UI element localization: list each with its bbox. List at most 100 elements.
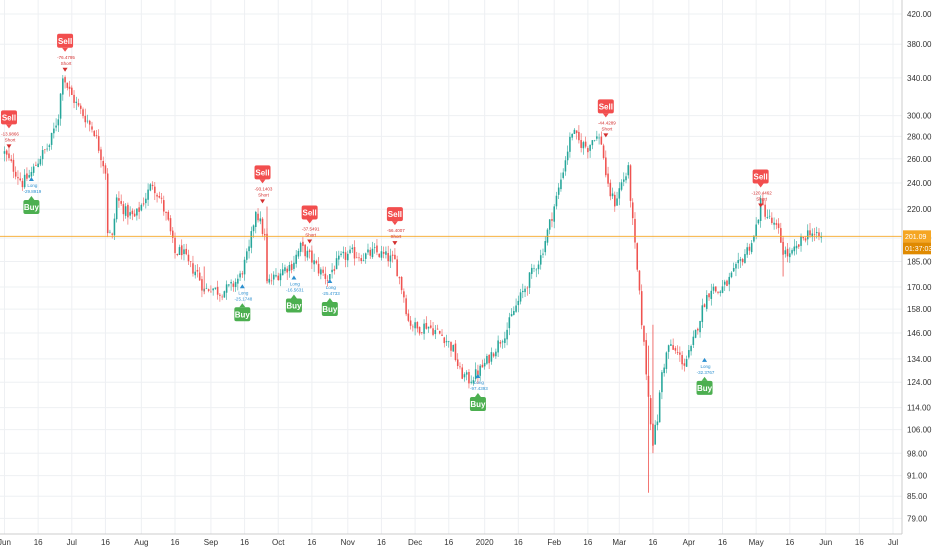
candle-body xyxy=(219,294,221,296)
sell-badge xyxy=(57,33,74,48)
candle-body xyxy=(77,103,80,106)
candle-body xyxy=(225,284,228,293)
buy-arrow-marker xyxy=(702,357,708,362)
buy-badge-pointer xyxy=(474,393,481,398)
candle-body xyxy=(73,94,75,103)
candle-body xyxy=(160,197,163,199)
candle-body xyxy=(737,260,739,264)
price-tick-label: 240.00 xyxy=(907,179,932,188)
candle-body xyxy=(544,241,547,253)
candle-body xyxy=(528,272,531,288)
candle-body xyxy=(616,198,618,206)
candle-body xyxy=(102,160,104,167)
candle-body xyxy=(596,136,598,139)
buy-badge xyxy=(285,298,302,313)
candle-body xyxy=(299,243,302,252)
long-profit-label: -25.1748 xyxy=(234,296,252,301)
candle-body xyxy=(582,142,585,149)
candle-body xyxy=(106,173,109,234)
candle-body xyxy=(672,345,674,350)
candle-body xyxy=(50,132,53,145)
buy-arrow-marker xyxy=(475,374,481,379)
candle-body xyxy=(12,159,15,172)
candle-body xyxy=(347,253,349,261)
candle-body xyxy=(403,291,405,298)
candle-body xyxy=(573,129,576,134)
candle-body xyxy=(638,270,641,291)
buy-badge-label: Buy xyxy=(235,310,251,319)
candle-body xyxy=(620,182,623,190)
candle-body xyxy=(66,82,69,88)
candle-body xyxy=(174,237,176,254)
sell-badge-pointer xyxy=(391,221,398,226)
candle-body xyxy=(658,392,661,423)
price-tick-label: 98.00 xyxy=(907,449,928,458)
candle-body xyxy=(400,276,403,291)
candle-body xyxy=(82,109,84,117)
buy-badge-pointer xyxy=(28,195,35,200)
sell-badge-pointer xyxy=(757,183,764,188)
buy-signal: Long-25.4733 Buy xyxy=(321,279,340,317)
time-axis[interactable]: Jun 16 Jul 16 Aug 16 Sep 16 Oct 16 Nov 16 Dec 16 2020 1… xyxy=(0,538,898,547)
time-tick-label: Aug xyxy=(134,538,148,547)
candle-body xyxy=(580,140,582,148)
candle-body xyxy=(44,149,46,150)
candle-body xyxy=(364,253,367,259)
candle-body xyxy=(643,325,645,342)
candle-body xyxy=(212,288,214,291)
candle-body xyxy=(699,321,701,333)
candle-body xyxy=(697,328,699,331)
candle-body xyxy=(302,241,304,246)
candle-body xyxy=(288,265,291,272)
candle-body xyxy=(665,352,668,369)
candle-body xyxy=(614,194,616,207)
candle-body xyxy=(147,189,149,200)
sell-badge-label: Sell xyxy=(2,113,16,122)
candle-body xyxy=(447,341,450,343)
candle-body xyxy=(138,207,140,212)
candle-body xyxy=(140,204,143,211)
candle-body xyxy=(777,223,780,229)
candle-body xyxy=(30,171,33,177)
candle-body xyxy=(421,332,423,333)
long-profit-label: -32.3767 xyxy=(697,370,715,375)
candle-body xyxy=(259,218,262,222)
candle-body xyxy=(483,362,486,367)
candle-body xyxy=(459,366,461,368)
sell-badge xyxy=(254,165,271,180)
candle-body xyxy=(127,204,129,218)
buy-badge-label: Buy xyxy=(470,400,486,409)
candle-body xyxy=(14,171,17,177)
candle-body xyxy=(261,218,264,234)
candle-body xyxy=(656,421,659,426)
short-profit-label: -93.1403 xyxy=(255,186,273,191)
candle-body xyxy=(234,281,237,287)
time-tick-label: 16 xyxy=(377,538,386,547)
candle-body xyxy=(196,269,199,272)
candle-body xyxy=(746,247,748,255)
price-tick-label: 220.00 xyxy=(907,205,932,214)
candle-body xyxy=(611,193,614,197)
short-label: Short xyxy=(258,192,270,197)
sell-arrow-marker xyxy=(6,144,12,149)
candle-body xyxy=(809,230,811,236)
candle-body xyxy=(589,144,591,151)
sell-badge-label: Sell xyxy=(255,168,269,177)
price-tick-label: 134.00 xyxy=(907,355,932,364)
candle-body xyxy=(86,120,89,122)
sell-badge xyxy=(0,110,17,125)
candle-body xyxy=(492,353,495,357)
candle-body xyxy=(412,326,414,328)
candle-body xyxy=(100,149,102,161)
time-tick-label: Jun xyxy=(819,538,832,547)
candle-body xyxy=(472,380,475,384)
candle-body xyxy=(263,234,266,236)
candle-body xyxy=(773,222,775,225)
candle-body xyxy=(609,182,612,197)
time-tick-label: 16 xyxy=(583,538,592,547)
candle-body xyxy=(293,262,295,269)
long-label: Long xyxy=(474,380,485,385)
short-profit-label: -13.9866 xyxy=(1,131,19,136)
long-label: Long xyxy=(238,290,249,295)
